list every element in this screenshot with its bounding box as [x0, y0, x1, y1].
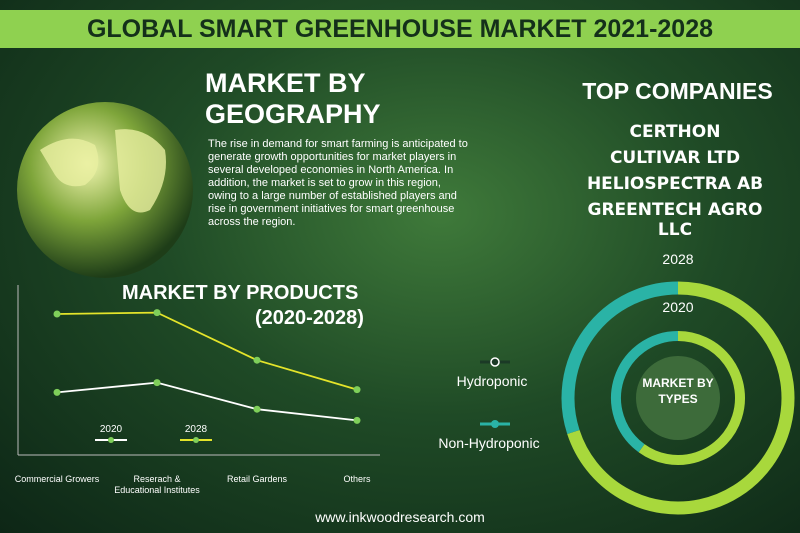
legend-label: Non-Hydroponic: [438, 435, 539, 451]
continents: [40, 129, 166, 213]
donut-center: [636, 356, 720, 440]
legend-dot: [193, 437, 199, 443]
point: [53, 388, 61, 396]
x-tick-label: Retail Gardens: [226, 474, 288, 484]
line: [56, 381, 358, 422]
point: [53, 310, 61, 318]
footer-url: www.inkwoodresearch.com: [315, 509, 485, 525]
point: [153, 309, 161, 317]
donut-segment: [561, 281, 679, 434]
x-tick-label: Reserach & Educational Institutes: [114, 474, 200, 495]
globe: [17, 102, 193, 278]
point: [353, 416, 361, 424]
company: GREENTECH AGRO LLC: [587, 200, 763, 240]
chart-title: MARKET BY PRODUCTS: [122, 282, 359, 304]
company: HELIOSPECTRA AB: [586, 174, 764, 194]
companies-title: TOP COMPANIES: [582, 78, 773, 104]
x-tick-label: Commercial Growers: [14, 474, 100, 484]
chart-subtitle: (2020-2028): [255, 307, 364, 329]
point: [353, 386, 361, 394]
legend-label: 2028: [185, 424, 208, 435]
point: [253, 356, 261, 364]
point: [153, 379, 161, 387]
header-title: GLOBAL SMART GREENHOUSE MARKET 2021-2028: [0, 10, 800, 48]
donut-center-label: MARKET BY TYPES: [642, 376, 714, 406]
donut-segment: [638, 331, 745, 465]
ring-label: 2020: [662, 299, 693, 315]
company: CERTHON: [629, 122, 721, 142]
ring-label: 2028: [662, 251, 693, 267]
legend-dot: [108, 437, 114, 443]
point: [253, 405, 261, 413]
legend-label: 2020: [100, 424, 123, 435]
geography-body: The rise in demand for smart farming is …: [208, 138, 468, 228]
donut-segment: [611, 331, 679, 453]
legend-dot: [490, 357, 500, 367]
company: CULTIVAR LTD: [609, 148, 741, 168]
geography-title: MARKET BY GEOGRAPHY: [205, 68, 381, 129]
donut-segment: [567, 281, 795, 515]
legend-label: Hydroponic: [457, 373, 528, 389]
line: [56, 311, 358, 391]
x-tick-label: Others: [343, 474, 371, 484]
legend-dot: [491, 420, 499, 428]
